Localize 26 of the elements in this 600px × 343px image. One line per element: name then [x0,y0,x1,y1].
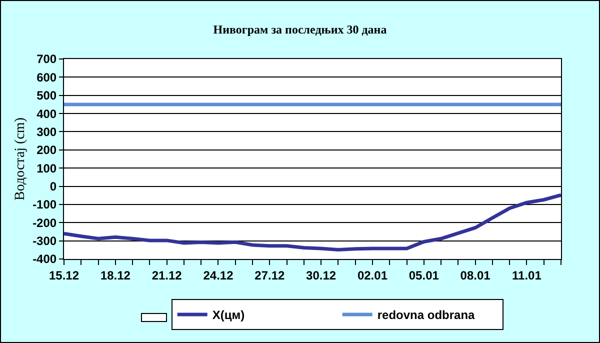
x-tick-label: 11.01 [512,268,542,282]
y-tick-label: -200 [32,216,57,230]
x-tick-label: 15.12 [48,268,80,282]
x-tick-label: 27.12 [254,268,285,282]
x-tick-label: 02.01 [357,268,388,282]
y-tick-label: 200 [36,143,57,158]
y-tick-label: 500 [36,88,57,103]
y-tick-label: 400 [36,106,57,121]
x-tick-label: 08.01 [460,268,491,282]
y-tick-label: 600 [36,70,57,84]
x-tick-label: 18.12 [100,268,131,282]
y-tick-label: -300 [32,234,57,248]
y-tick-label: 300 [36,124,57,139]
x-tick-label: 05.01 [408,268,440,282]
x-tick-label: 21.12 [152,268,182,282]
x-tick-label: 24.12 [203,268,234,282]
y-tick-label: 100 [36,161,57,176]
x-tick-label: 30.12 [306,268,336,282]
y-tick-label: -400 [32,252,57,266]
y-tick-label: 0 [50,179,57,194]
chart-title: Нивограм за последњих 30 дана [213,22,387,36]
y-axis-title: Водостај (cm) [13,117,28,200]
legend-label: X(цм) [212,308,245,322]
legend-label: redovna odbrana [377,308,476,322]
y-tick-label: -100 [32,198,57,212]
y-tick-label: 700 [36,52,57,66]
